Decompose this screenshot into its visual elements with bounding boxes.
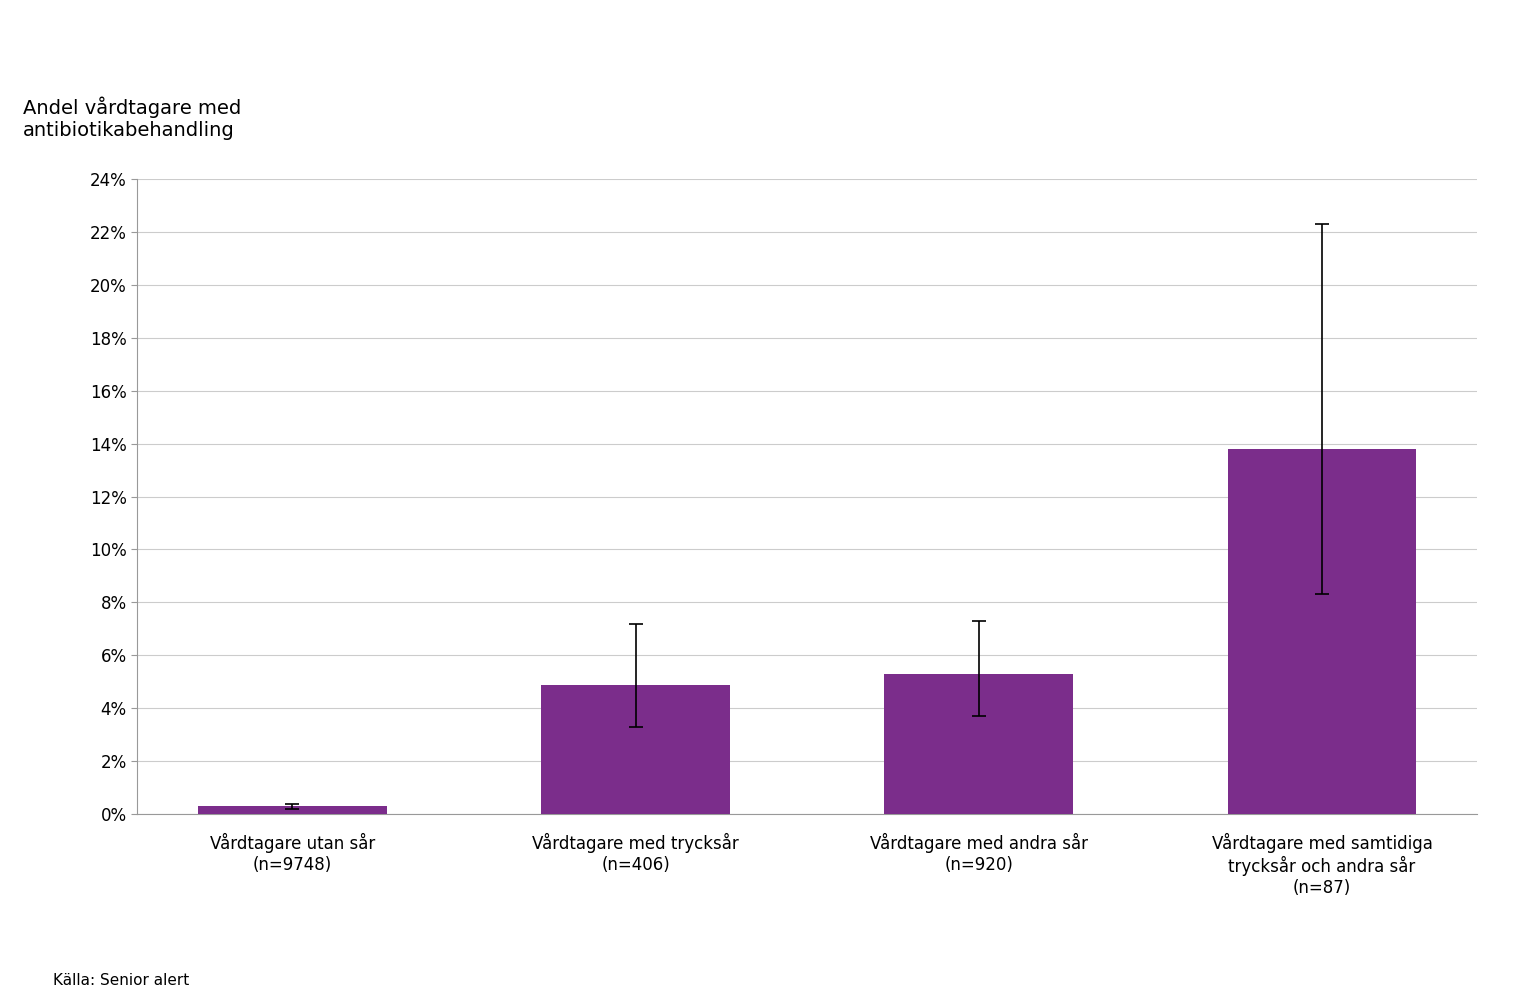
Bar bbox=[1228, 449, 1416, 814]
Text: Andel vårdtagare med
antibiotikabehandling: Andel vårdtagare med antibiotikabehandli… bbox=[23, 96, 242, 140]
Bar bbox=[198, 806, 387, 814]
Bar bbox=[885, 674, 1074, 814]
Bar bbox=[541, 684, 730, 814]
Text: Källa: Senior alert: Källa: Senior alert bbox=[53, 973, 189, 988]
